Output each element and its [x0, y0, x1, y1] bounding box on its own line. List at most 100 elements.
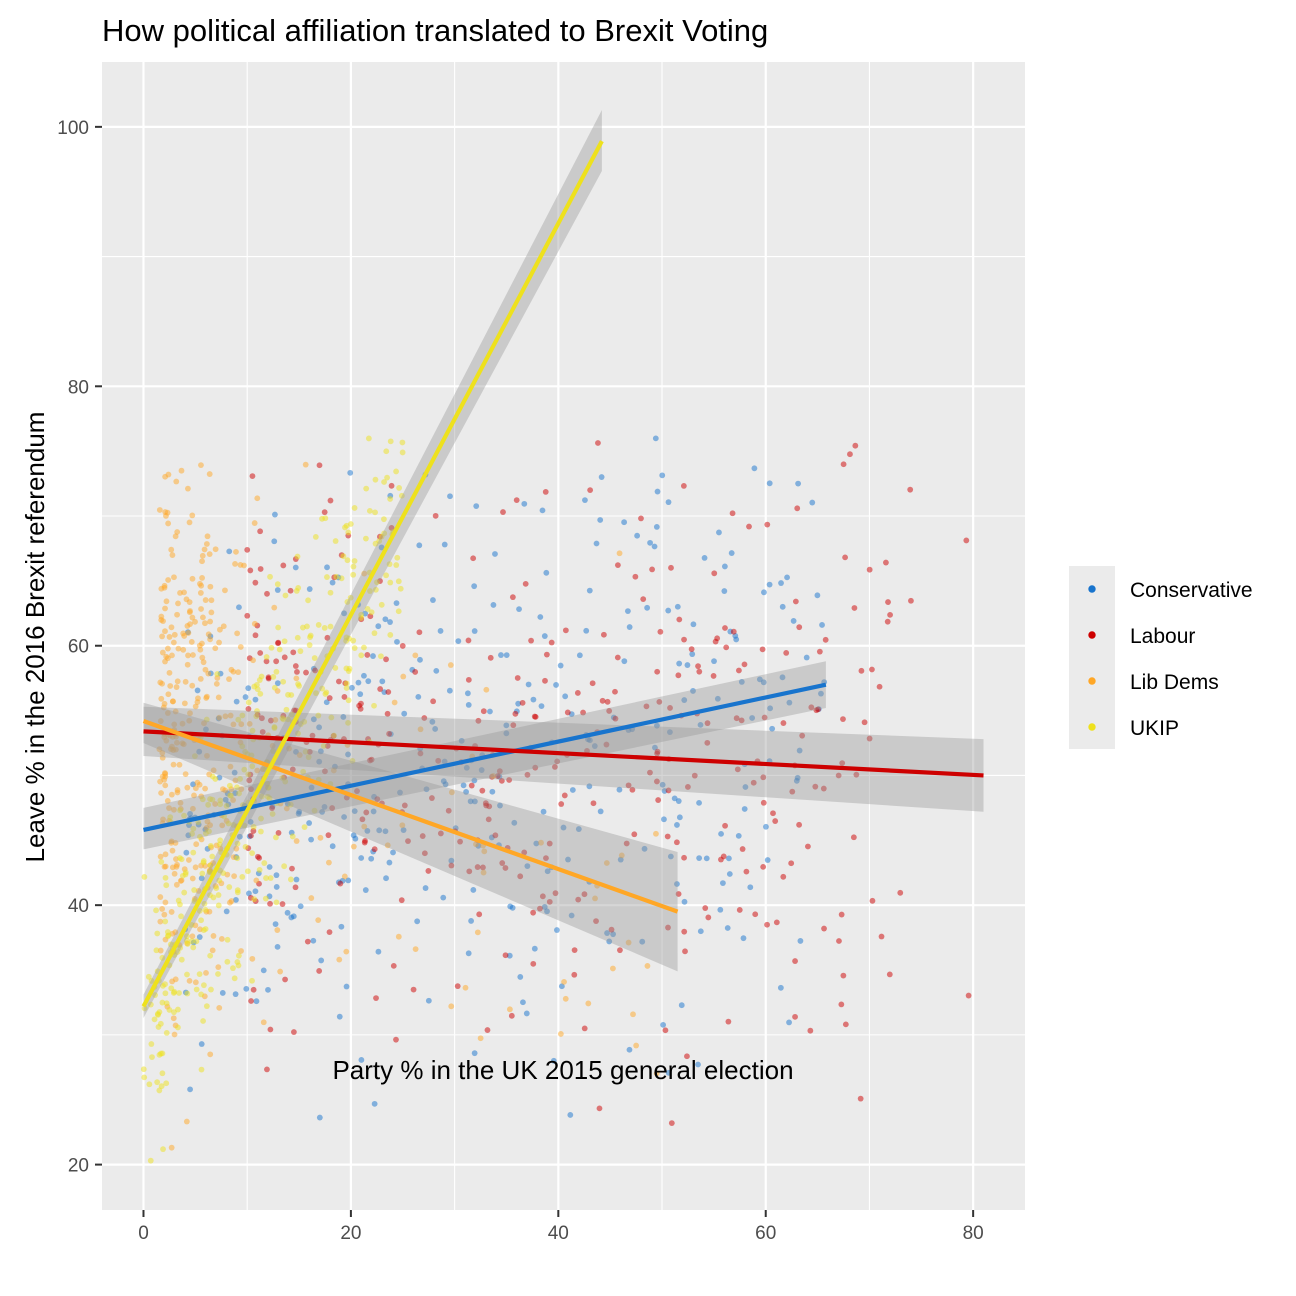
- data-point: [154, 930, 161, 937]
- data-point: [190, 944, 197, 951]
- data-point: [266, 864, 273, 870]
- data-point: [750, 779, 757, 786]
- data-point: [209, 796, 216, 803]
- data-point: [220, 623, 227, 630]
- data-point: [532, 764, 539, 771]
- data-point: [586, 783, 593, 790]
- data-point: [181, 812, 187, 819]
- data-point: [294, 634, 301, 641]
- data-point: [338, 575, 345, 582]
- data-point: [372, 509, 378, 516]
- data-point: [193, 841, 200, 848]
- data-point: [216, 639, 222, 646]
- data-point: [630, 1011, 636, 1018]
- data-point: [193, 938, 200, 945]
- data-point: [281, 638, 288, 645]
- data-point: [681, 854, 687, 861]
- data-point: [168, 791, 175, 798]
- data-point: [209, 853, 216, 860]
- data-point: [196, 781, 203, 788]
- data-point: [597, 517, 604, 523]
- data-point: [494, 773, 501, 779]
- data-point: [233, 845, 240, 852]
- data-point: [794, 505, 801, 512]
- data-point: [519, 699, 526, 706]
- data-point: [760, 799, 767, 806]
- data-point: [381, 530, 388, 537]
- data-point: [273, 884, 280, 890]
- data-point: [178, 877, 185, 884]
- data-point: [417, 656, 423, 663]
- data-point: [502, 865, 509, 871]
- data-point: [329, 805, 336, 811]
- data-point: [384, 842, 391, 849]
- data-point: [168, 624, 175, 631]
- data-point: [840, 461, 847, 468]
- data-point: [374, 796, 381, 803]
- data-point: [161, 776, 168, 783]
- data-point: [163, 598, 170, 605]
- data-point: [487, 654, 494, 661]
- data-point: [474, 929, 481, 936]
- data-point: [275, 639, 282, 646]
- data-point: [242, 843, 249, 850]
- data-point: [215, 971, 221, 977]
- data-point: [190, 825, 197, 832]
- data-point: [315, 622, 322, 628]
- legend-key: [1088, 585, 1096, 593]
- data-point: [897, 889, 904, 896]
- data-point: [621, 658, 628, 665]
- data-point: [141, 874, 148, 880]
- data-point: [471, 628, 478, 634]
- data-point: [321, 803, 328, 810]
- data-point: [180, 741, 187, 748]
- data-point: [647, 539, 653, 546]
- data-point: [676, 616, 683, 623]
- data-point: [386, 859, 393, 866]
- data-point: [206, 471, 213, 477]
- data-point: [363, 809, 370, 816]
- data-point: [281, 654, 288, 661]
- data-point: [273, 834, 279, 841]
- data-point: [485, 816, 492, 823]
- data-point: [580, 709, 586, 716]
- data-point: [176, 761, 183, 768]
- data-point: [592, 895, 598, 902]
- data-point: [186, 599, 193, 606]
- data-point: [263, 875, 269, 881]
- data-point: [963, 537, 970, 544]
- data-point: [234, 887, 241, 894]
- data-point: [393, 1036, 399, 1043]
- data-point: [350, 843, 357, 850]
- data-point: [780, 873, 787, 880]
- data-point: [471, 1050, 478, 1057]
- data-point: [589, 680, 596, 687]
- data-point: [212, 801, 219, 807]
- data-point: [189, 682, 196, 689]
- data-point: [212, 546, 219, 553]
- data-point: [733, 715, 740, 722]
- data-point: [657, 628, 664, 635]
- data-point: [358, 1057, 365, 1063]
- data-point: [654, 722, 660, 729]
- data-point: [604, 930, 610, 936]
- regression-line: [143, 682, 827, 832]
- data-point: [202, 666, 209, 673]
- data-point: [276, 646, 283, 653]
- data-point: [196, 748, 203, 755]
- data-point: [174, 611, 180, 618]
- data-point: [448, 1003, 455, 1010]
- data-point: [368, 609, 375, 616]
- data-point: [236, 833, 243, 840]
- data-point: [217, 837, 224, 844]
- data-point: [184, 941, 191, 947]
- data-point: [405, 838, 411, 845]
- data-point: [171, 806, 177, 813]
- data-point: [161, 584, 168, 591]
- data-point: [273, 658, 280, 665]
- data-point: [178, 856, 185, 863]
- data-point: [429, 718, 436, 725]
- data-point: [230, 668, 237, 675]
- data-point: [492, 551, 498, 557]
- data-point: [661, 816, 667, 823]
